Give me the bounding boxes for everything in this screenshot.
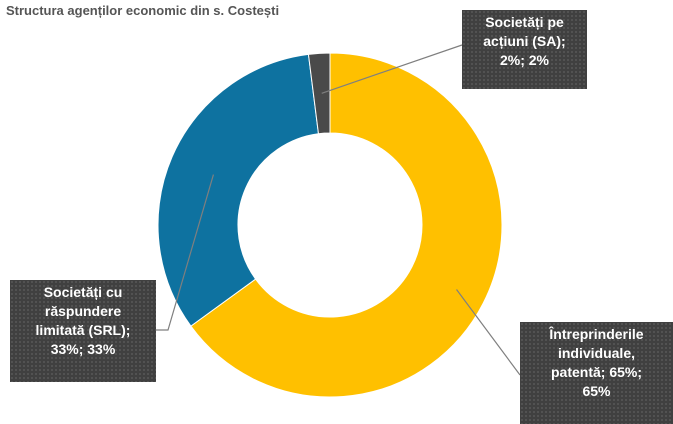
data-label-line: Societăți pe [485, 14, 564, 30]
leader-line [456, 289, 521, 376]
data-label-line: acțiuni (SA); [483, 33, 566, 49]
data-label-srl: Societăți cu răspundere limitată (SRL); … [10, 280, 156, 382]
data-label-sa: Societăți pe acțiuni (SA); 2%; 2% [462, 10, 587, 89]
chart-title: Structura agenților economic din s. Cost… [6, 3, 280, 18]
slice-srl [157, 53, 320, 327]
leader-line [321, 44, 463, 94]
slice-intreprinderile [190, 52, 503, 398]
data-label-line: Întreprinderile [549, 326, 644, 342]
data-label-line: Societăți cu [43, 284, 123, 300]
donut-slices [157, 52, 503, 398]
data-label-line: răspundere [44, 303, 122, 319]
data-label-line: patentă; 65%; [550, 364, 643, 380]
slice-sa [307, 52, 331, 135]
data-label-intreprinderile: Întreprinderile individuale, patentă; 65… [520, 322, 673, 424]
leader-lines [156, 44, 521, 376]
leader-line [156, 174, 215, 331]
data-label-line: individuale, [557, 345, 635, 361]
data-label-line: 65% [582, 383, 611, 399]
data-label-line: 33%; 33% [50, 341, 116, 357]
data-label-line: 2%; 2% [499, 52, 550, 68]
data-label-line: limitată (SRL); [35, 322, 131, 338]
